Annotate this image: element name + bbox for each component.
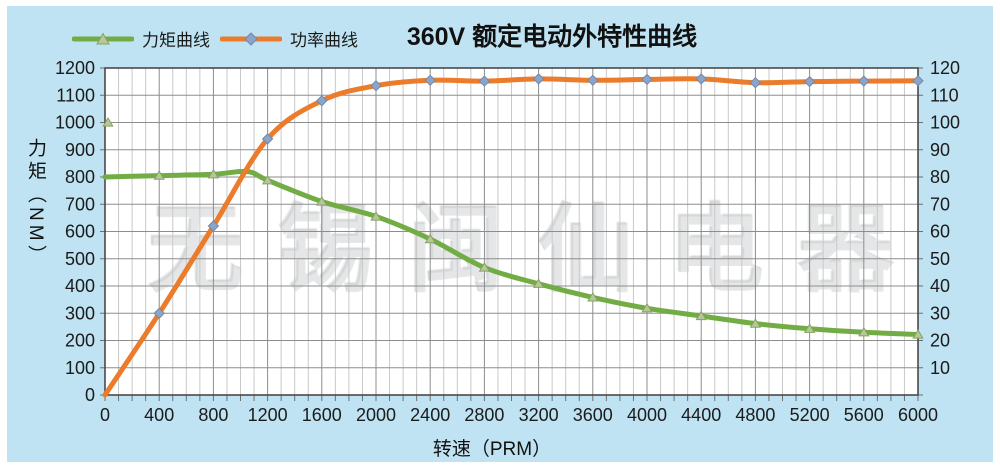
diamond-marker (261, 133, 274, 145)
triangle-marker (695, 310, 707, 321)
svg-text:4800: 4800 (735, 405, 775, 425)
diamond-marker (207, 220, 220, 232)
svg-text:100: 100 (930, 113, 960, 133)
svg-text:4400: 4400 (681, 405, 721, 425)
legend-item-torque: 力矩曲线 (72, 26, 210, 51)
svg-text:3200: 3200 (519, 405, 559, 425)
triangle-marker (261, 174, 274, 185)
plot-border (104, 67, 919, 396)
legend-swatch-power (220, 31, 282, 46)
triangle-marker (370, 211, 382, 221)
svg-text:5600: 5600 (844, 405, 884, 425)
power-curve (102, 73, 924, 398)
svg-text:120: 120 (930, 58, 960, 78)
svg-text:800: 800 (65, 167, 95, 187)
svg-text:500: 500 (65, 249, 95, 269)
legend-swatch-torque (72, 31, 134, 44)
svg-text:1100: 1100 (56, 85, 95, 105)
diamond-marker (478, 75, 491, 87)
gridlines-major (105, 68, 918, 395)
diamond-marker (912, 75, 924, 87)
diamond-marker (532, 73, 545, 85)
svg-text:5200: 5200 (790, 405, 830, 425)
svg-text:110: 110 (930, 85, 959, 105)
diamond-marker (695, 73, 707, 85)
diamond-marker (587, 74, 599, 87)
triangle-marker (587, 291, 599, 302)
svg-text:800: 800 (198, 405, 228, 425)
axis-ticks (100, 67, 923, 401)
triangle-marker (749, 318, 762, 328)
svg-text:30: 30 (930, 303, 950, 323)
svg-text:1000: 1000 (55, 113, 95, 133)
y-axis-title-torque: 力矩（NM） (25, 138, 46, 268)
diamond-marker (316, 94, 328, 107)
svg-text:6000: 6000 (898, 405, 938, 425)
svg-text:40: 40 (930, 276, 950, 296)
svg-text:900: 900 (65, 140, 95, 160)
svg-text:1200: 1200 (55, 58, 95, 78)
diamond-marker (803, 75, 816, 88)
svg-text:2000: 2000 (356, 405, 396, 425)
svg-text:50: 50 (930, 249, 950, 269)
torque-curve (102, 168, 924, 339)
svg-text:90: 90 (930, 140, 950, 160)
triangle-marker (424, 233, 436, 244)
diamond-marker (749, 76, 762, 89)
y-left-tick-labels: 0 100 200 300 400 500 600 700 800 900 1000 1100 1200 (55, 58, 95, 405)
diamond-marker (858, 75, 870, 87)
svg-text:0: 0 (100, 405, 110, 425)
diamond-marker (370, 79, 382, 92)
svg-text:70: 70 (930, 194, 950, 214)
stray-torque-marker (102, 117, 114, 127)
svg-text:1200: 1200 (248, 405, 288, 425)
svg-text:80: 80 (930, 167, 950, 187)
legend: 力矩曲线 功率曲线 (72, 26, 358, 51)
svg-text:300: 300 (65, 303, 95, 323)
triangle-marker (316, 196, 328, 206)
svg-text:400: 400 (65, 276, 95, 296)
svg-text:20: 20 (930, 331, 950, 351)
triangle-marker (803, 323, 816, 333)
chart-title: 360V 额定电动外特性曲线 (406, 23, 698, 51)
x-tick-labels: 0 400 800 1200 1600 2000 2400 2800 3200 3600 4000 4… (100, 405, 938, 425)
svg-text:400: 400 (144, 405, 174, 425)
triangle-marker (102, 117, 114, 127)
triangle-marker (532, 278, 545, 288)
svg-text:2800: 2800 (464, 405, 504, 425)
diamond-marker (153, 307, 165, 320)
triangle-marker (912, 329, 924, 339)
legend-label-power: 功率曲线 (290, 31, 358, 50)
x-axis-title-speed: 转速（PRM） (432, 439, 552, 460)
triangle-marker (641, 302, 653, 313)
legend-item-power: 功率曲线 (220, 26, 358, 51)
svg-text:60: 60 (930, 222, 950, 242)
svg-text:3600: 3600 (573, 405, 613, 425)
triangle-marker (153, 170, 165, 180)
svg-text:100: 100 (65, 358, 95, 378)
svg-text:4000: 4000 (627, 405, 667, 425)
svg-text:10: 10 (930, 358, 950, 378)
svg-text:2400: 2400 (410, 405, 450, 425)
svg-text:200: 200 (65, 331, 95, 351)
legend-label-torque: 力矩曲线 (142, 31, 210, 50)
svg-text:0: 0 (85, 385, 95, 405)
diamond-marker (641, 73, 653, 86)
y-right-tick-labels: 10 20 30 40 50 60 70 80 90 100 110 120 (930, 58, 960, 378)
triangle-marker (207, 168, 220, 179)
triangle-marker-icon (96, 31, 110, 44)
triangle-marker (858, 326, 870, 337)
triangle-marker (478, 262, 491, 272)
diamond-marker-icon (244, 31, 258, 46)
diamond-marker (424, 74, 436, 87)
svg-text:1600: 1600 (302, 405, 342, 425)
svg-text:700: 700 (65, 194, 95, 214)
svg-text:600: 600 (65, 222, 95, 242)
